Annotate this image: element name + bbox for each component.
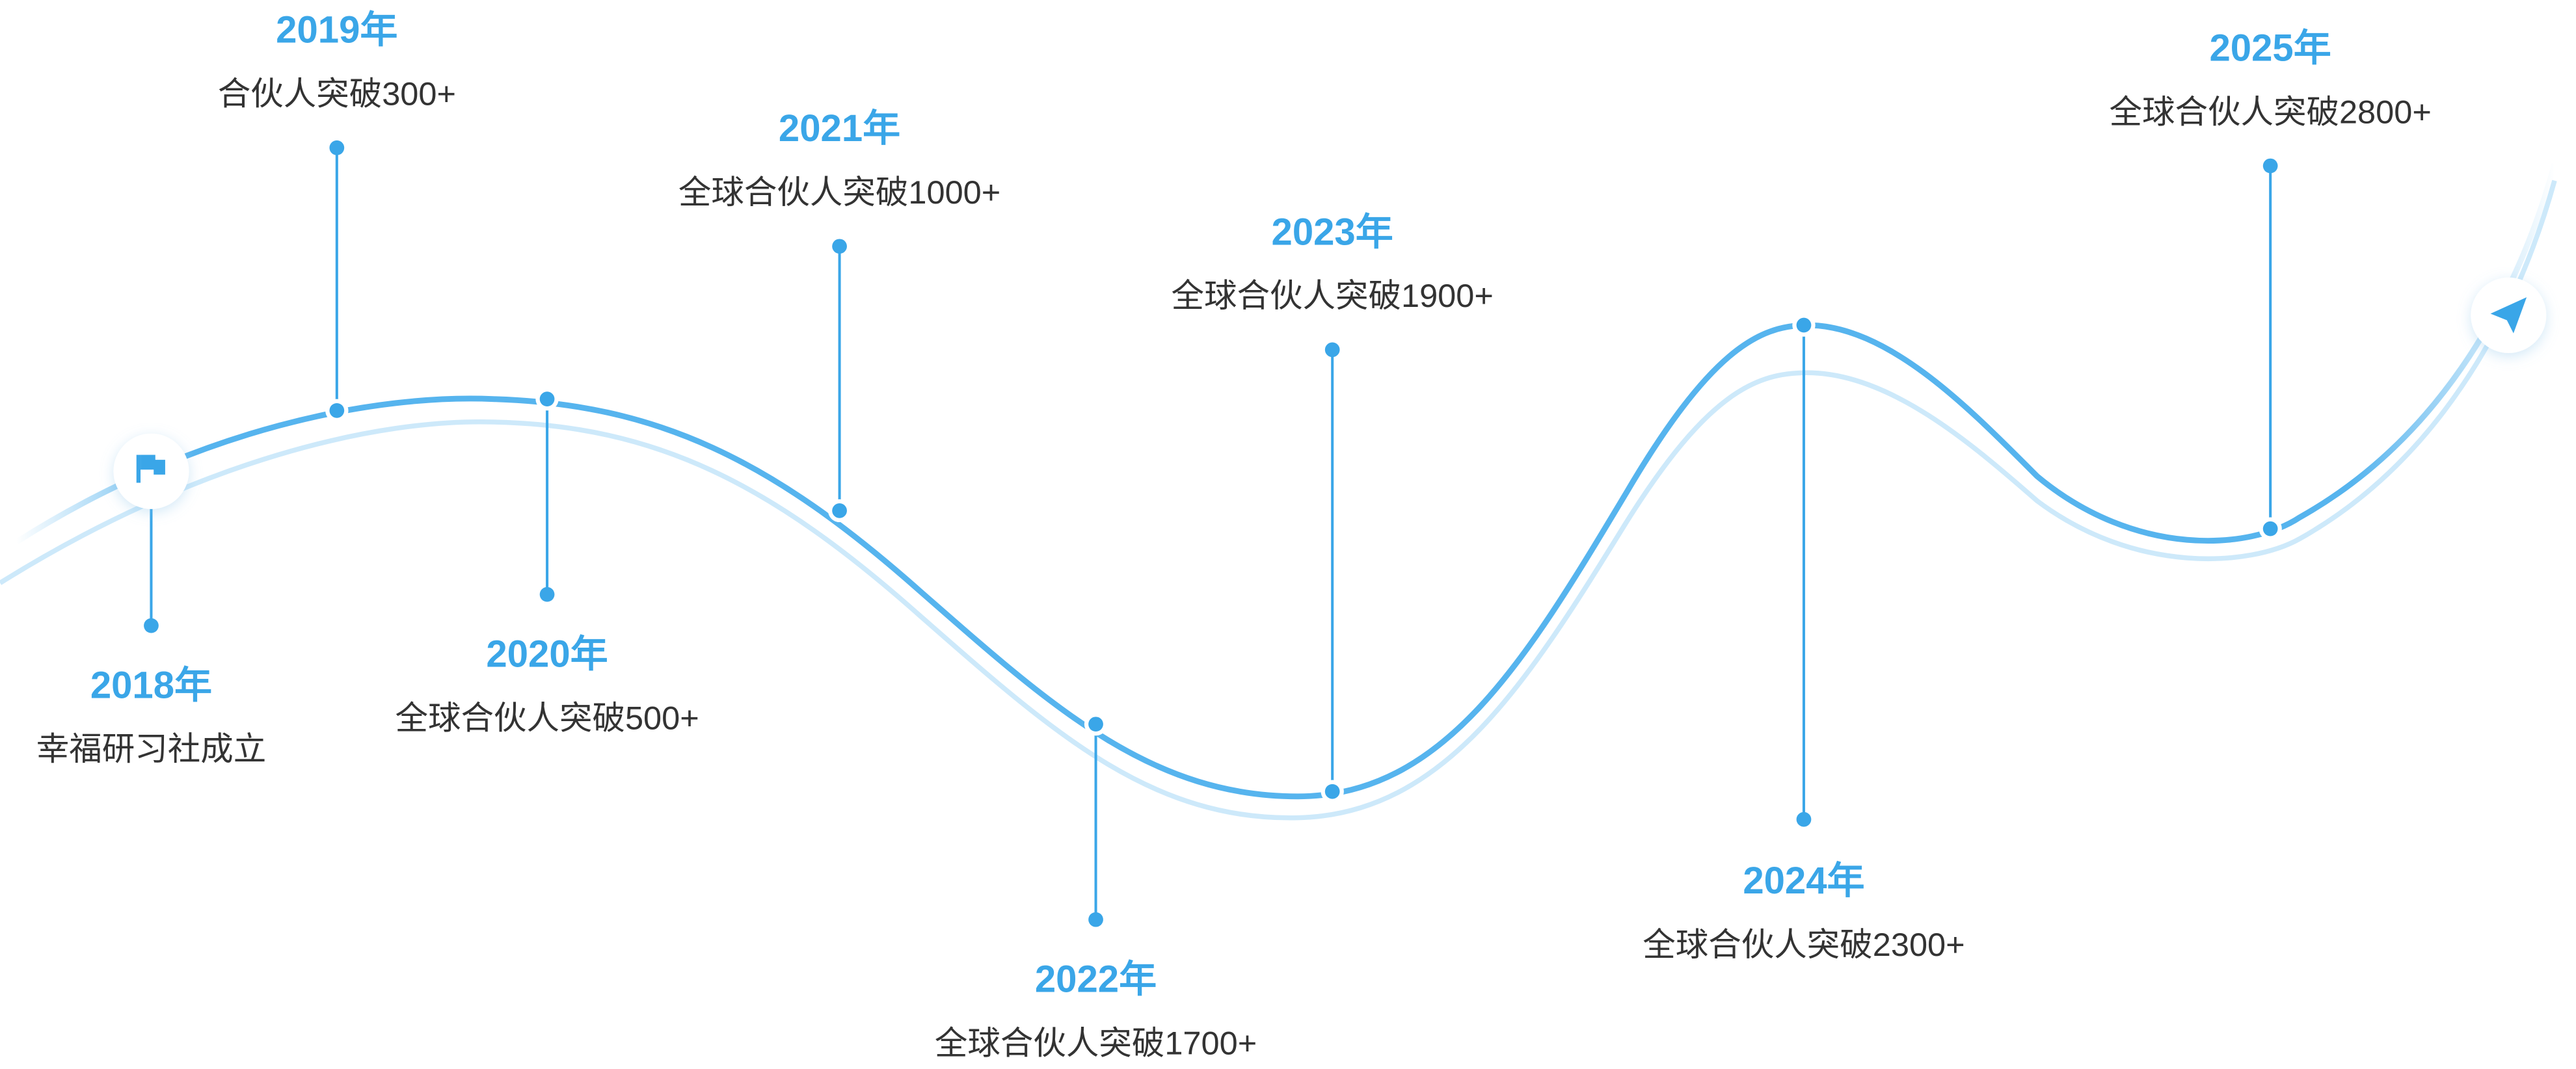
stem-dot bbox=[1088, 912, 1103, 927]
milestone-text: 全球合伙人突破500+ bbox=[395, 699, 699, 736]
curve-dot bbox=[1796, 317, 1812, 333]
year-label: 2022年 bbox=[1035, 958, 1157, 1000]
main-curve bbox=[15, 163, 2558, 800]
milestone-text: 全球合伙人突破1900+ bbox=[1172, 277, 1494, 314]
shadow-curve bbox=[0, 179, 2557, 821]
stem-dot bbox=[144, 618, 159, 633]
year-label: 2021年 bbox=[779, 107, 900, 150]
stem-dot bbox=[1796, 812, 1812, 827]
year-label: 2019年 bbox=[276, 9, 397, 51]
curve-dot bbox=[832, 503, 847, 518]
year-label: 2025年 bbox=[2210, 27, 2331, 69]
year-label: 2018年 bbox=[90, 664, 212, 706]
milestone-text: 幸福研习社成立 bbox=[36, 730, 267, 767]
stem-dot bbox=[832, 239, 847, 254]
stem-dot bbox=[2262, 158, 2278, 174]
curve-dot bbox=[539, 391, 555, 407]
year-label: 2020年 bbox=[486, 633, 608, 675]
year-label: 2023年 bbox=[1272, 211, 1393, 253]
flag-badge bbox=[113, 433, 189, 509]
curve-dot bbox=[1324, 784, 1340, 799]
milestone-text: 全球合伙人突破2300+ bbox=[1643, 926, 1965, 963]
milestone-text: 合伙人突破300+ bbox=[218, 75, 456, 112]
stem-dot bbox=[329, 140, 345, 155]
curve-dot bbox=[329, 403, 345, 418]
stem-dot bbox=[539, 587, 555, 602]
end-plane bbox=[2471, 277, 2547, 353]
curve-dot bbox=[2262, 521, 2278, 536]
milestone-text: 全球合伙人突破1000+ bbox=[678, 174, 1000, 211]
curve-dot bbox=[1088, 717, 1103, 732]
flag-pole bbox=[136, 455, 141, 483]
stem-dot bbox=[1324, 342, 1340, 358]
flag-cloth bbox=[141, 455, 165, 475]
milestone-text: 全球合伙人突破2800+ bbox=[2109, 93, 2431, 130]
milestone-text: 全球合伙人突破1700+ bbox=[935, 1024, 1257, 1061]
start-flag bbox=[113, 433, 189, 509]
year-label: 2024年 bbox=[1743, 860, 1864, 902]
plane-icon bbox=[2490, 297, 2527, 334]
